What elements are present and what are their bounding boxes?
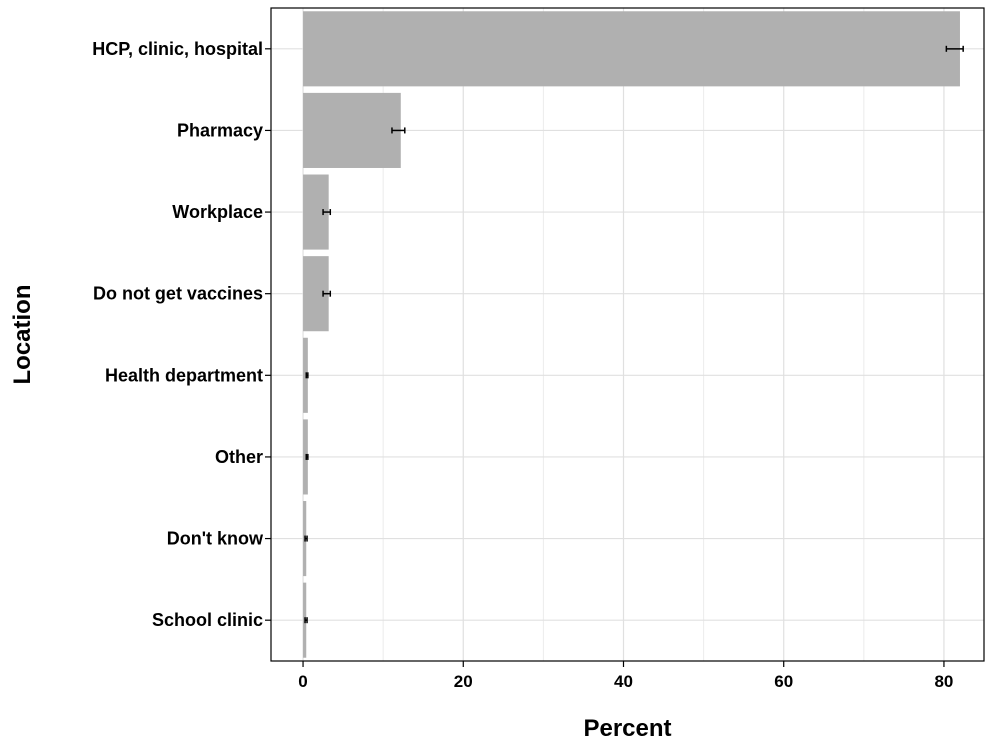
category-label: Health department: [105, 365, 263, 385]
x-tick-label: 80: [934, 672, 953, 691]
error-bar: [304, 535, 308, 542]
x-tick-label: 0: [298, 672, 307, 691]
error-bar: [305, 372, 309, 379]
category-label: Pharmacy: [177, 120, 263, 140]
error-bar: [304, 617, 308, 624]
category-label: Workplace: [172, 202, 263, 222]
bar: [303, 419, 308, 495]
x-axis-ticks: 0 20 40 60 80: [298, 661, 953, 691]
category-label: Do not get vaccines: [93, 284, 263, 304]
category-label: Other: [215, 447, 263, 467]
x-tick-label: 60: [774, 672, 793, 691]
error-bar: [391, 127, 406, 134]
bar: [303, 337, 308, 413]
category-label: HCP, clinic, hospital: [92, 39, 263, 59]
bar: [303, 11, 960, 87]
error-bars-group: [304, 45, 964, 624]
category-label: Don't know: [167, 529, 264, 549]
bar: [303, 92, 401, 168]
error-bar: [945, 45, 964, 52]
x-tick-label: 20: [454, 672, 473, 691]
x-axis-title: Percent: [583, 715, 671, 740]
error-bar: [322, 290, 332, 297]
error-bar: [322, 209, 332, 216]
bars-group: [303, 11, 960, 658]
y-axis-title: Location: [9, 285, 36, 385]
x-tick-label: 40: [614, 672, 633, 691]
error-bar: [305, 453, 309, 460]
y-axis-ticks: HCP, clinic, hospital Pharmacy Workplace Do…: [92, 39, 271, 630]
plot-panel-border: [270, 7, 985, 662]
category-label: School clinic: [152, 610, 263, 630]
